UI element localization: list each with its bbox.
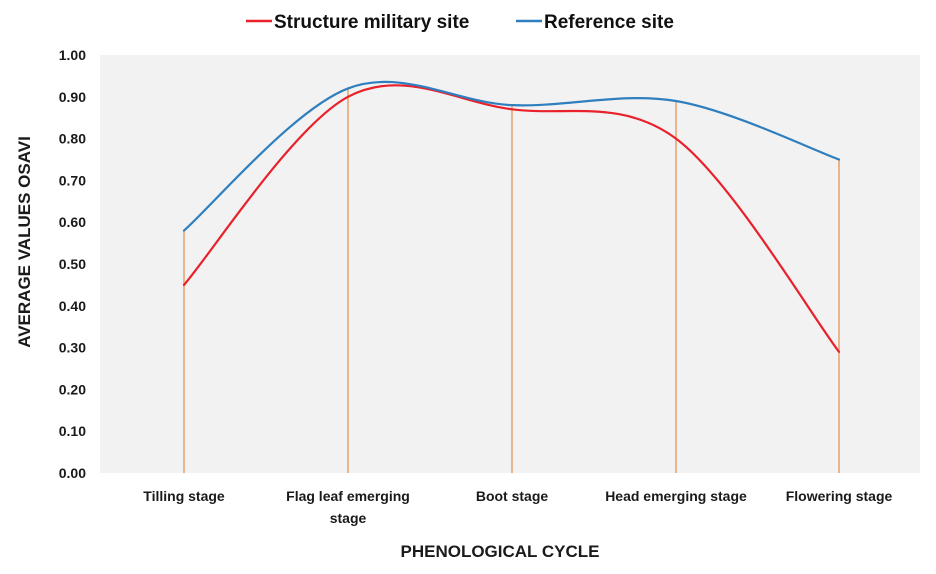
legend-label: Reference site <box>544 12 674 33</box>
x-tick-label: Head emerging stage <box>605 488 747 504</box>
y-tick-label: 0.60 <box>59 214 86 230</box>
plot-area <box>100 55 920 473</box>
legend: Structure military site Reference site <box>246 12 674 33</box>
series-lines <box>182 80 841 353</box>
y-tick-label: 0.70 <box>59 172 86 188</box>
series-line-0 <box>182 84 841 353</box>
y-tick-label: 0.00 <box>59 465 86 481</box>
x-axis-ticks: Tilling stage Flag leaf emerging stage Boot… <box>143 488 892 526</box>
x-tick-label: Flag leaf emerging <box>286 488 410 504</box>
y-tick-label: 0.80 <box>59 131 86 147</box>
y-tick-label: 0.90 <box>59 89 86 105</box>
y-tick-label: 0.20 <box>59 381 86 397</box>
y-tick-label: 0.10 <box>59 423 86 439</box>
series-line-1 <box>182 80 841 232</box>
y-tick-label: 0.30 <box>59 340 86 356</box>
x-tick-label: Boot stage <box>476 488 549 504</box>
y-tick-label: 1.00 <box>59 47 86 63</box>
y-tick-label: 0.50 <box>59 256 86 272</box>
x-axis-title: PHENOLOGICAL CYCLE <box>401 542 600 561</box>
y-axis-title: AVERAGE VALUES OSAVI <box>15 136 34 348</box>
y-axis-ticks: 0.00 0.10 0.20 0.30 0.40 0.50 0.60 0.70 0.80 0.90… <box>59 47 86 481</box>
y-tick-label: 0.40 <box>59 298 86 314</box>
x-tick-label: Flowering stage <box>786 488 893 504</box>
legend-label: Structure military site <box>274 12 469 33</box>
drop-lines <box>183 88 840 473</box>
x-tick-label: stage <box>330 510 367 526</box>
x-tick-label: Tilling stage <box>143 488 225 504</box>
